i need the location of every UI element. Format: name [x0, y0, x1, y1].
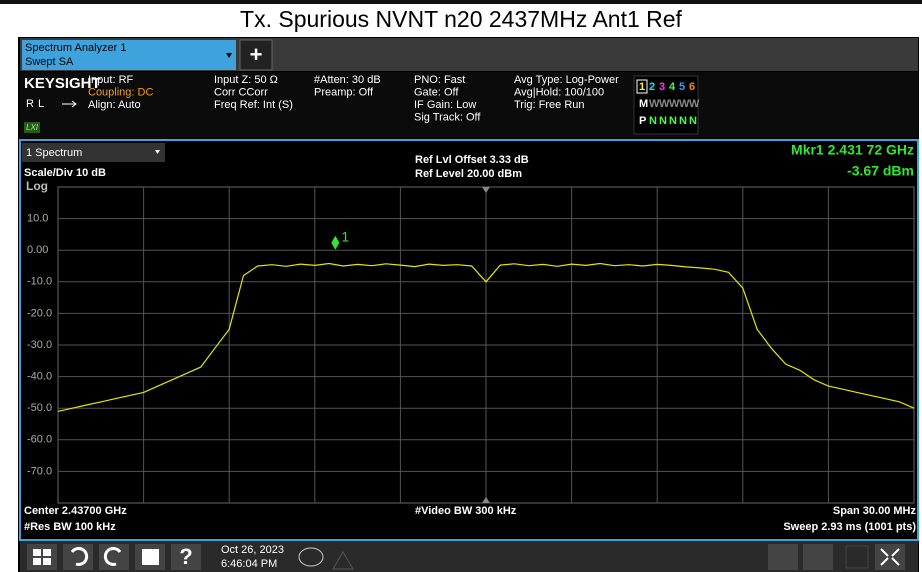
trace-flag: N	[689, 115, 697, 127]
touch-button[interactable]	[803, 544, 833, 570]
chat-icon[interactable]	[298, 547, 324, 567]
trace-flag: W	[659, 98, 670, 110]
redo-icon	[103, 547, 122, 566]
plot: 10.0 0.00 -10.0 -20.0 -30.0 -40.0 -50.0 -60.0 -7…	[27, 186, 915, 504]
sweep: Sweep 2.93 ms (1001 pts)	[783, 521, 916, 533]
windows-icon	[33, 549, 51, 565]
ref-level: Ref Level 20.00 dBm	[415, 168, 522, 180]
marker	[331, 235, 340, 250]
lxi: LXI	[26, 123, 39, 132]
span: Span 30.00 MHz	[833, 505, 917, 517]
input-icon	[62, 100, 77, 108]
info-text: Align: Auto	[88, 99, 141, 111]
trace-flag: M	[639, 98, 648, 110]
fullscreen-button[interactable]	[875, 544, 905, 570]
info-text: Input: RF	[88, 74, 134, 86]
scale-type: Log	[26, 179, 48, 193]
trace-flag: N	[669, 115, 677, 127]
top-strip	[0, 0, 922, 4]
tab-line1: Spectrum Analyzer 1	[25, 42, 127, 54]
trace-flag: 3	[659, 81, 665, 93]
info-text: Avg|Hold: 100/100	[514, 86, 604, 98]
brand: KEYSIGHT	[24, 75, 101, 92]
trace-selected	[636, 79, 648, 94]
y-tick-label: -10.0	[27, 276, 52, 288]
lxi-box	[24, 122, 40, 133]
marker-freq-readout: Mkr1 2.431 72 GHz	[791, 142, 914, 158]
window-name: 1 Spectrum	[26, 147, 82, 159]
rl: RL	[26, 98, 48, 110]
info-text: PNO: Fast	[414, 74, 465, 86]
scale: Scale/Div 10 dB	[24, 167, 106, 179]
folder-icon	[142, 549, 159, 565]
center-marker-bottom	[482, 497, 490, 503]
trace	[57, 262, 915, 412]
tab-arrow	[226, 53, 232, 58]
info-bar	[20, 72, 918, 138]
layout-button[interactable]	[768, 544, 798, 570]
info-text: Coupling: DC	[88, 86, 153, 98]
trace-box	[633, 75, 699, 135]
y-tick-label: -50.0	[27, 402, 52, 414]
info-text: IF Gain: Low	[414, 99, 476, 111]
y-tick-label: -60.0	[27, 434, 52, 446]
trace-flag: N	[659, 115, 667, 127]
date: Oct 26, 2023	[221, 544, 284, 556]
y-tick-label: -20.0	[27, 307, 52, 319]
time: 6:46:04 PM	[221, 558, 277, 570]
info-text: Gate: Off	[414, 86, 459, 98]
marker-label: 1	[341, 229, 349, 245]
trace-flag: P	[639, 115, 646, 127]
info-text: Freq Ref: Int (S)	[214, 99, 293, 111]
ref-offset: Ref Lvl Offset 3.33 dB	[415, 154, 529, 166]
trace-flag: 6	[689, 81, 695, 93]
trace-flag: 5	[679, 81, 685, 93]
y-tick-label: -40.0	[27, 371, 52, 383]
y-tick-label: -30.0	[27, 339, 52, 351]
info-text: Input Z: 50 Ω	[214, 74, 278, 86]
marker-value-readout: -3.67 dBm	[847, 163, 914, 179]
center-marker-top	[482, 187, 490, 193]
help-button[interactable]	[171, 544, 201, 570]
trace-flag: 1	[639, 81, 645, 93]
tab[interactable]	[22, 40, 236, 70]
info-text: Sig Track: Off	[414, 111, 481, 123]
trace-flag: 4	[669, 81, 676, 93]
info-text: Avg Type: Log-Power	[514, 74, 619, 86]
undo-icon	[70, 547, 89, 566]
window-button[interactable]	[845, 545, 869, 569]
info-text: Preamp: Off	[314, 86, 374, 98]
trace-flag: N	[649, 115, 657, 127]
warning-icon	[332, 551, 354, 570]
add-icon: +	[250, 42, 263, 67]
y-tick-label: 10.0	[27, 213, 48, 225]
fullscreen-icon	[880, 548, 900, 566]
y-tick-label: -70.0	[27, 465, 52, 477]
trace-flag: N	[679, 115, 687, 127]
trace-flag: W	[649, 98, 660, 110]
y-tick-label: 0.00	[27, 244, 48, 256]
trace-flag: W	[679, 98, 690, 110]
res-bw: #Res BW 100 kHz	[24, 521, 116, 533]
info-text: Corr CCorr	[214, 86, 268, 98]
add-tab[interactable]	[239, 39, 273, 71]
info-text: Trig: Free Run	[514, 99, 585, 111]
window-arrow	[155, 150, 160, 154]
video-bw: #Video BW 300 kHz	[415, 505, 517, 517]
info-text: #Atten: 30 dB	[314, 74, 381, 86]
trace-flag: W	[669, 98, 680, 110]
trace-flag: 2	[649, 81, 655, 93]
trace-flag: W	[689, 98, 700, 110]
page-title: Tx. Spurious NVNT n20 2437MHz Ant1 Ref	[240, 6, 683, 32]
start-button[interactable]	[27, 544, 57, 570]
tab-line2: Swept SA	[25, 56, 74, 68]
help-icon: ?	[179, 544, 192, 569]
center: Center 2.43700 GHz	[24, 505, 127, 517]
window-select[interactable]	[22, 143, 165, 162]
